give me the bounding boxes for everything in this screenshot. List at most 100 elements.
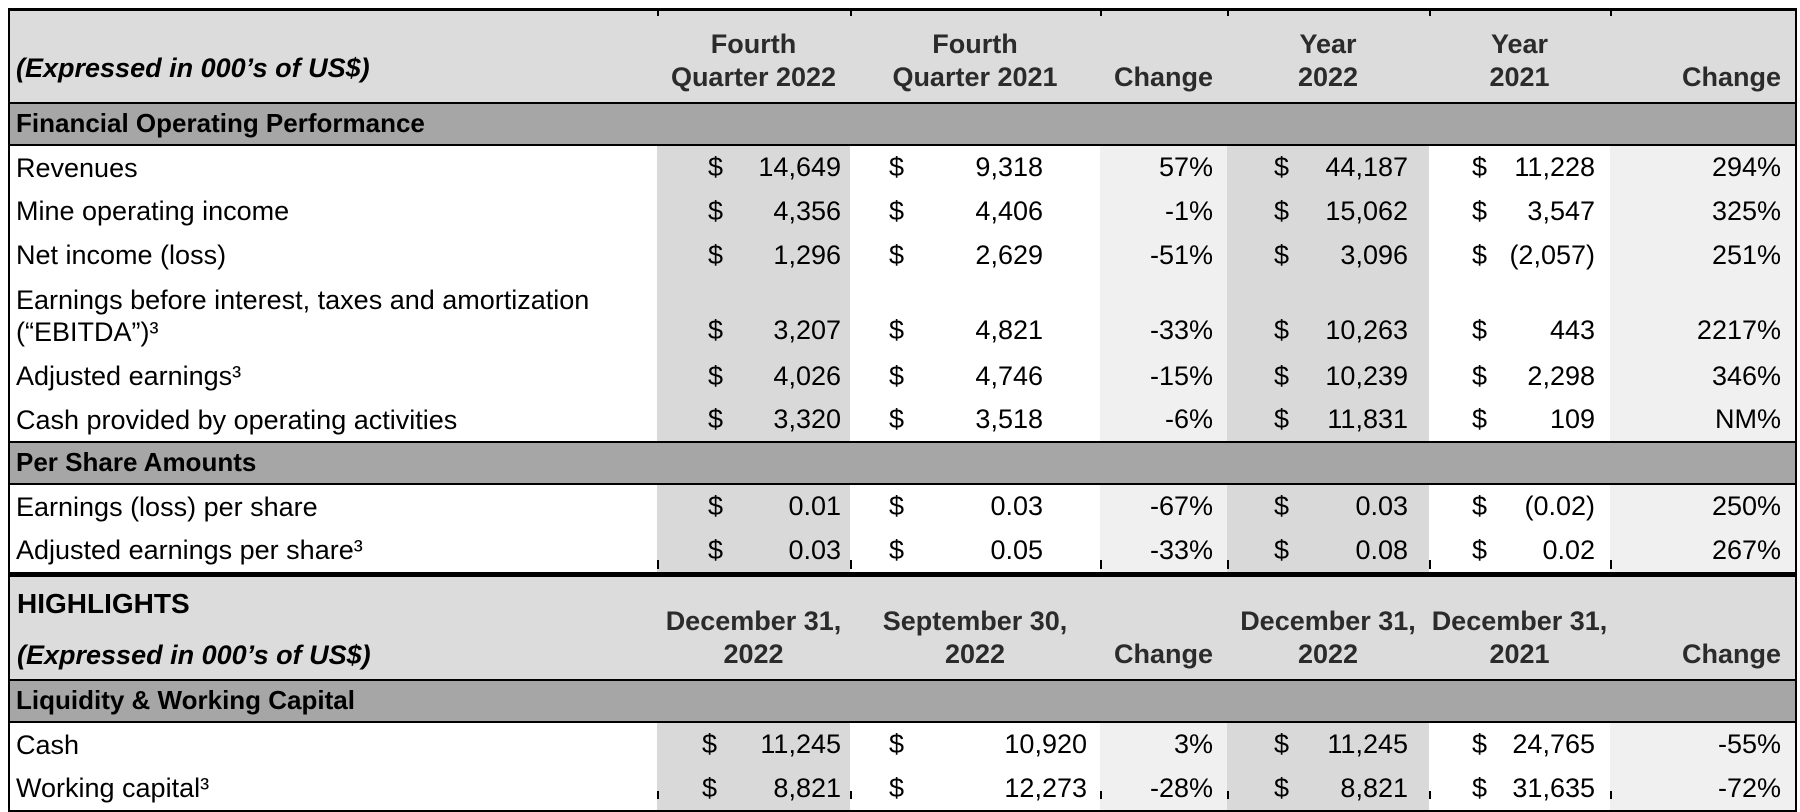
column-header-q4-2022: Fourth Quarter 2022 bbox=[657, 11, 850, 103]
column-header-dec31-2021: December 31, 2021 bbox=[1429, 577, 1610, 680]
currency-symbol: $ bbox=[1472, 315, 1488, 345]
currency-symbol: $ bbox=[889, 360, 905, 391]
currency-symbol: $ bbox=[1472, 491, 1488, 521]
value-cell: 0.03 bbox=[990, 491, 1043, 521]
value-cell: 10,920 bbox=[1004, 729, 1087, 759]
column-header-sep30-2022: September 30, 2022 bbox=[850, 577, 1100, 680]
column-header-change-year: Change bbox=[1610, 577, 1795, 680]
value-cell: 0.02 bbox=[1542, 534, 1595, 565]
currency-symbol: $ bbox=[708, 360, 724, 391]
value-cell: 11,228 bbox=[1514, 152, 1595, 182]
section-title: Financial Operating Performance bbox=[10, 102, 1795, 146]
currency-symbol: $ bbox=[889, 239, 905, 270]
value-cell: 8,821 bbox=[773, 772, 841, 803]
currency-symbol: $ bbox=[708, 534, 724, 565]
row-label: Revenues bbox=[10, 145, 657, 189]
currency-symbol: $ bbox=[1472, 534, 1488, 565]
column-header-change-quarter: Change bbox=[1100, 577, 1227, 680]
currency-symbol: $ bbox=[1274, 360, 1290, 391]
column-header-dec31-2022: December 31, 2022 bbox=[657, 577, 850, 680]
table-row: Revenues $14,649 $9,318 57% $44,187 $11,… bbox=[10, 145, 1795, 189]
column-boundary-tick bbox=[657, 11, 659, 16]
table-row: Earnings before interest, taxes and amor… bbox=[10, 277, 1795, 354]
column-boundary-tick bbox=[1227, 791, 1229, 799]
column-boundary-tick bbox=[1429, 11, 1431, 16]
change-cell: 250% bbox=[1610, 484, 1795, 528]
table-block-separator bbox=[10, 572, 1795, 577]
row-label: Mine operating income bbox=[10, 189, 657, 233]
currency-symbol: $ bbox=[708, 491, 724, 521]
value-cell: 0.08 bbox=[1355, 534, 1408, 565]
value-cell: 3,547 bbox=[1527, 195, 1595, 226]
value-cell: 10,239 bbox=[1325, 360, 1408, 391]
change-cell: -6% bbox=[1100, 398, 1227, 442]
value-cell: 4,746 bbox=[975, 360, 1043, 391]
table-header-row: HIGHLIGHTS (Expressed in 000’s of US$) D… bbox=[10, 577, 1795, 680]
section-header-row: Liquidity & Working Capital bbox=[10, 679, 1795, 723]
currency-symbol: $ bbox=[889, 772, 905, 803]
row-label: Earnings (loss) per share bbox=[10, 484, 657, 528]
currency-symbol: $ bbox=[1472, 729, 1488, 759]
value-cell: (0.02) bbox=[1524, 491, 1595, 521]
change-cell: -72% bbox=[1610, 766, 1795, 810]
table-row: Working capital³ $8,821 $12,273 -28% $8,… bbox=[10, 766, 1795, 810]
row-label: Adjusted earnings³ bbox=[10, 354, 657, 398]
currency-symbol: $ bbox=[708, 404, 724, 434]
value-cell: 4,026 bbox=[773, 360, 841, 391]
change-cell: 3% bbox=[1100, 722, 1227, 766]
table-row: Adjusted earnings per share³ $0.03 $0.05… bbox=[10, 528, 1795, 572]
value-cell: 4,356 bbox=[773, 195, 841, 226]
value-cell: 2,629 bbox=[975, 239, 1043, 270]
value-cell: 44,187 bbox=[1325, 152, 1408, 182]
currency-symbol: $ bbox=[1472, 772, 1488, 803]
value-cell: 0.05 bbox=[990, 534, 1043, 565]
value-cell: 3,518 bbox=[975, 404, 1043, 434]
value-cell: 3,096 bbox=[1340, 239, 1408, 270]
column-boundary-tick bbox=[1610, 11, 1612, 16]
currency-symbol: $ bbox=[889, 729, 905, 759]
value-cell: 4,821 bbox=[975, 315, 1043, 345]
column-header-q4-2021: Fourth Quarter 2021 bbox=[850, 11, 1100, 103]
table-row: Earnings (loss) per share $0.01 $0.03 -6… bbox=[10, 484, 1795, 528]
row-label: Net income (loss) bbox=[10, 233, 657, 277]
column-boundary-tick bbox=[1610, 560, 1612, 569]
value-cell: 109 bbox=[1549, 404, 1595, 434]
value-cell: 31,635 bbox=[1512, 772, 1595, 803]
change-cell: -15% bbox=[1100, 354, 1227, 398]
row-label: Working capital³ bbox=[10, 766, 657, 810]
change-cell: -1% bbox=[1100, 189, 1227, 233]
change-cell: -55% bbox=[1610, 722, 1795, 766]
currency-symbol: $ bbox=[1274, 772, 1290, 803]
section-title: Per Share Amounts bbox=[10, 441, 1795, 485]
value-cell: 0.01 bbox=[788, 491, 841, 521]
column-header-year-2022: Year 2022 bbox=[1227, 11, 1429, 103]
section-header-row: Per Share Amounts bbox=[10, 441, 1795, 485]
value-cell: 12,273 bbox=[1004, 772, 1087, 803]
table-row: Net income (loss) $1,296 $2,629 -51% $3,… bbox=[10, 233, 1795, 277]
value-cell: 14,649 bbox=[758, 152, 841, 182]
section-title: Liquidity & Working Capital bbox=[10, 679, 1795, 723]
change-cell: -67% bbox=[1100, 484, 1227, 528]
value-cell: 11,245 bbox=[760, 729, 841, 759]
currency-symbol: $ bbox=[1274, 534, 1290, 565]
currency-symbol: $ bbox=[1274, 195, 1290, 226]
column-boundary-tick bbox=[1429, 560, 1431, 569]
currency-symbol: $ bbox=[889, 152, 905, 182]
currency-symbol: $ bbox=[1472, 152, 1488, 182]
row-label: Adjusted earnings per share³ bbox=[10, 528, 657, 572]
change-cell: -28% bbox=[1100, 766, 1227, 810]
column-header-change-year: Change bbox=[1610, 11, 1795, 103]
column-boundary-tick bbox=[1100, 791, 1102, 799]
column-boundary-tick bbox=[1227, 11, 1229, 16]
currency-symbol: $ bbox=[708, 315, 724, 345]
change-cell: 346% bbox=[1610, 354, 1795, 398]
column-boundary-tick bbox=[850, 560, 852, 569]
column-boundary-tick bbox=[1227, 560, 1229, 569]
column-boundary-tick bbox=[1610, 791, 1612, 799]
change-cell: -51% bbox=[1100, 233, 1227, 277]
value-cell: 15,062 bbox=[1325, 195, 1408, 226]
currency-symbol: $ bbox=[1274, 315, 1290, 345]
change-cell: NM% bbox=[1610, 398, 1795, 442]
value-cell: 0.03 bbox=[788, 534, 841, 565]
column-boundary-tick bbox=[657, 560, 659, 569]
